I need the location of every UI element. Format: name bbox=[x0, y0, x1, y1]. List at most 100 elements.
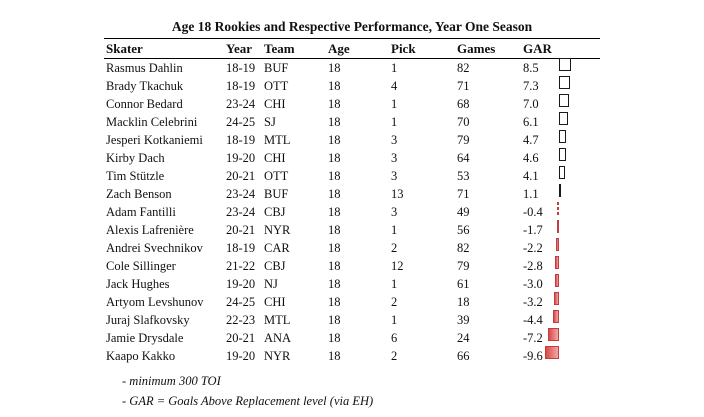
cell-pick: 2 bbox=[391, 241, 398, 255]
cell-pick: 1 bbox=[391, 313, 398, 327]
cell-skater: Alexis Lafrenière bbox=[106, 223, 194, 237]
gar-bar bbox=[556, 220, 559, 233]
cell-pick: 4 bbox=[391, 79, 398, 93]
cell-skater: Jamie Drysdale bbox=[106, 331, 184, 345]
cell-year: 20-21 bbox=[226, 331, 256, 345]
cell-pick: 1 bbox=[391, 277, 398, 291]
table-row: Adam Fantilli 23-24 CBJ 18 3 49 -0.4 bbox=[104, 203, 600, 221]
cell-team: BUF bbox=[264, 61, 289, 75]
note-gar-definition: - GAR = Goals Above Replacement level (v… bbox=[122, 394, 374, 408]
cell-skater: Brady Tkachuk bbox=[106, 79, 184, 93]
cell-year: 20-21 bbox=[226, 223, 256, 237]
cell-pick: 6 bbox=[391, 331, 398, 345]
cell-year: 18-19 bbox=[226, 241, 256, 255]
col-header-games: Games bbox=[457, 41, 496, 56]
cell-team: MTL bbox=[264, 133, 291, 147]
cell-games: 71 bbox=[457, 79, 470, 93]
cell-games: 66 bbox=[457, 349, 470, 363]
table-row: Kirby Dach 19-20 CHI 18 3 64 4.6 bbox=[104, 149, 600, 167]
cell-skater: Adam Fantilli bbox=[106, 205, 176, 219]
table-row: Connor Bedard 23-24 CHI 18 1 68 7.0 bbox=[104, 95, 600, 113]
cell-age: 18 bbox=[328, 133, 341, 147]
cell-gar: -3.2 bbox=[523, 295, 543, 309]
cell-age: 18 bbox=[328, 241, 341, 255]
cell-games: 49 bbox=[457, 205, 470, 219]
cell-age: 18 bbox=[328, 313, 341, 327]
cell-team: ANA bbox=[264, 331, 292, 345]
cell-year: 23-24 bbox=[226, 187, 256, 201]
cell-pick: 1 bbox=[391, 97, 398, 111]
cell-skater: Andrei Svechnikov bbox=[106, 241, 203, 255]
cell-games: 70 bbox=[457, 115, 470, 129]
header-row: Skater Year Team Age Pick Games GAR bbox=[104, 39, 600, 58]
cell-age: 18 bbox=[328, 277, 341, 291]
note-toi: - minimum 300 TOI bbox=[122, 374, 221, 388]
cell-gar: -0.4 bbox=[523, 205, 543, 219]
cell-year: 18-19 bbox=[226, 61, 256, 75]
cell-age: 18 bbox=[328, 79, 341, 93]
cell-gar: 4.7 bbox=[523, 133, 539, 147]
rookie-table: Skater Year Team Age Pick Games GAR Rasm… bbox=[104, 38, 600, 365]
col-header-gar: GAR bbox=[523, 41, 552, 56]
cell-gar: -3.0 bbox=[523, 277, 543, 291]
table-row: Kaapo Kakko 19-20 NYR 18 2 66 -9.6 bbox=[104, 347, 600, 365]
table-row: Rasmus Dahlin 18-19 BUF 18 1 82 8.5 bbox=[104, 59, 600, 77]
cell-age: 18 bbox=[328, 331, 341, 345]
cell-gar: 4.1 bbox=[523, 169, 539, 183]
cell-age: 18 bbox=[328, 187, 341, 201]
cell-skater: Rasmus Dahlin bbox=[106, 61, 183, 75]
gar-bar bbox=[555, 238, 559, 251]
gar-bar bbox=[559, 58, 572, 71]
cell-skater: Artyom Levshunov bbox=[106, 295, 204, 309]
table-row: Tim Stützle 20-21 OTT 18 3 53 4.1 bbox=[104, 167, 600, 185]
cell-team: CHI bbox=[264, 295, 286, 309]
cell-games: 39 bbox=[457, 313, 470, 327]
cell-gar: -7.2 bbox=[523, 331, 543, 345]
cell-pick: 1 bbox=[391, 223, 398, 237]
table-title: Age 18 Rookies and Respective Performanc… bbox=[171, 19, 533, 34]
cell-gar: -4.4 bbox=[523, 313, 543, 327]
cell-gar: 1.1 bbox=[523, 187, 539, 201]
cell-gar: -1.7 bbox=[523, 223, 543, 237]
cell-pick: 3 bbox=[391, 151, 398, 165]
table-row: Macklin Celebrini 24-25 SJ 18 1 70 6.1 bbox=[104, 113, 600, 131]
cell-gar: 8.5 bbox=[523, 61, 539, 75]
cell-age: 18 bbox=[328, 97, 341, 111]
cell-games: 82 bbox=[457, 241, 470, 255]
table-row: Jesperi Kotkaniemi 18-19 MTL 18 3 79 4.7 bbox=[104, 131, 600, 149]
cell-age: 18 bbox=[328, 295, 341, 309]
gar-bar bbox=[559, 94, 570, 107]
gar-bar bbox=[559, 184, 561, 197]
cell-games: 79 bbox=[457, 259, 470, 273]
cell-pick: 1 bbox=[391, 115, 398, 129]
gar-bar bbox=[554, 292, 559, 305]
table-row: Artyom Levshunov 24-25 CHI 18 2 18 -3.2 bbox=[104, 293, 600, 311]
cell-team: CHI bbox=[264, 151, 286, 165]
cell-team: NYR bbox=[264, 349, 291, 363]
cell-skater: Kaapo Kakko bbox=[106, 349, 176, 363]
cell-year: 24-25 bbox=[226, 295, 256, 309]
cell-pick: 13 bbox=[391, 187, 404, 201]
table-row: Jack Hughes 19-20 NJ 18 1 61 -3.0 bbox=[104, 275, 600, 293]
cell-age: 18 bbox=[328, 259, 341, 273]
cell-games: 61 bbox=[457, 277, 470, 291]
gar-bar bbox=[554, 274, 559, 287]
gar-bar bbox=[544, 346, 559, 359]
table-row: Juraj Slafkovsky 22-23 MTL 18 1 39 -4.4 bbox=[104, 311, 600, 329]
cell-team: NYR bbox=[264, 223, 291, 237]
cell-gar: 4.6 bbox=[523, 151, 539, 165]
table-row: Brady Tkachuk 18-19 OTT 18 4 71 7.3 bbox=[104, 77, 600, 95]
cell-skater: Juraj Slafkovsky bbox=[106, 313, 190, 327]
table-row: Zach Benson 23-24 BUF 18 13 71 1.1 bbox=[104, 185, 600, 203]
cell-games: 24 bbox=[457, 331, 470, 345]
cell-age: 18 bbox=[328, 151, 341, 165]
cell-games: 64 bbox=[457, 151, 470, 165]
table-body: Rasmus Dahlin 18-19 BUF 18 1 82 8.5 Brady Tkach… bbox=[104, 59, 600, 365]
cell-games: 79 bbox=[457, 133, 470, 147]
cell-age: 18 bbox=[328, 205, 341, 219]
cell-year: 20-21 bbox=[226, 169, 256, 183]
col-header-pick: Pick bbox=[391, 41, 416, 56]
cell-age: 18 bbox=[328, 169, 341, 183]
cell-year: 22-23 bbox=[226, 313, 256, 327]
gar-bar bbox=[554, 256, 559, 269]
